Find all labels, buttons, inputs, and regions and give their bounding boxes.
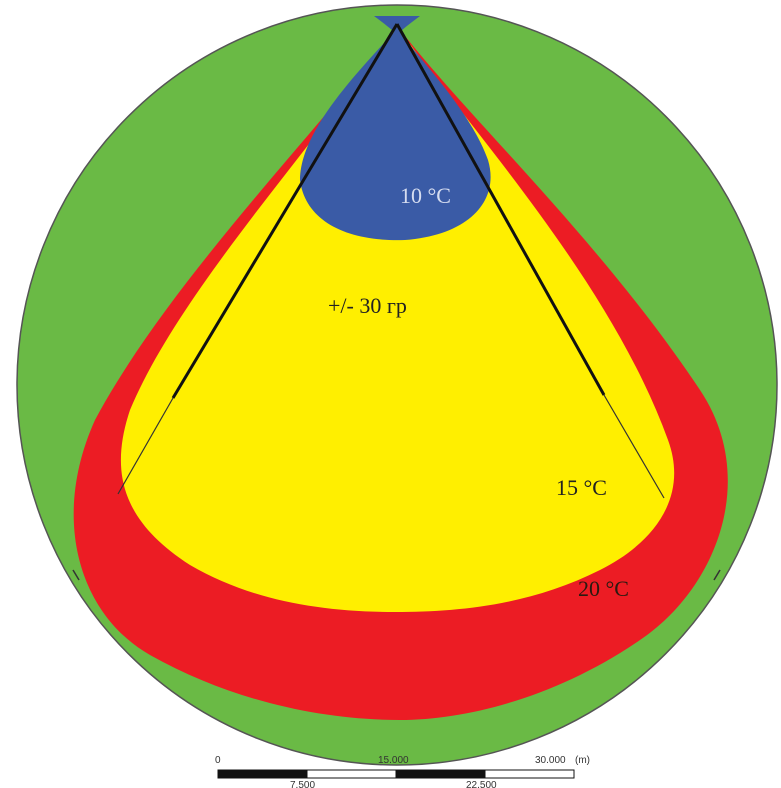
circle-tick-right [713, 569, 721, 581]
scale-segment-2 [306, 769, 397, 779]
scale-segment-4 [484, 769, 575, 779]
scale-label-30000: 30.000 [535, 755, 566, 766]
circle-tick-left [72, 569, 80, 581]
scale-label-7500: 7.500 [290, 780, 315, 788]
scale-label-15000: 15.000 [378, 755, 409, 766]
scale-segment-3 [395, 769, 486, 779]
yellow-zone-15c [120, 26, 675, 612]
angle-line-left [171, 23, 399, 399]
scale-unit: (m) [575, 755, 590, 766]
angle-line-left-thin [117, 397, 174, 495]
label-20c: 20 °C [578, 576, 629, 601]
scale-label-0: 0 [215, 755, 221, 766]
scale-bar: 0 15.000 30.000 (m) 7.500 22.500 [215, 755, 590, 788]
label-angle: +/- 30 гр [328, 293, 407, 318]
scale-label-22500: 22.500 [466, 780, 497, 788]
angle-line-right-thin [603, 394, 665, 499]
label-10c: 10 °C [400, 183, 451, 208]
scale-segment-1 [217, 769, 308, 779]
blue-zone-10c [300, 16, 491, 241]
angle-line-right [395, 23, 606, 396]
label-15c: 15 °C [556, 475, 607, 500]
